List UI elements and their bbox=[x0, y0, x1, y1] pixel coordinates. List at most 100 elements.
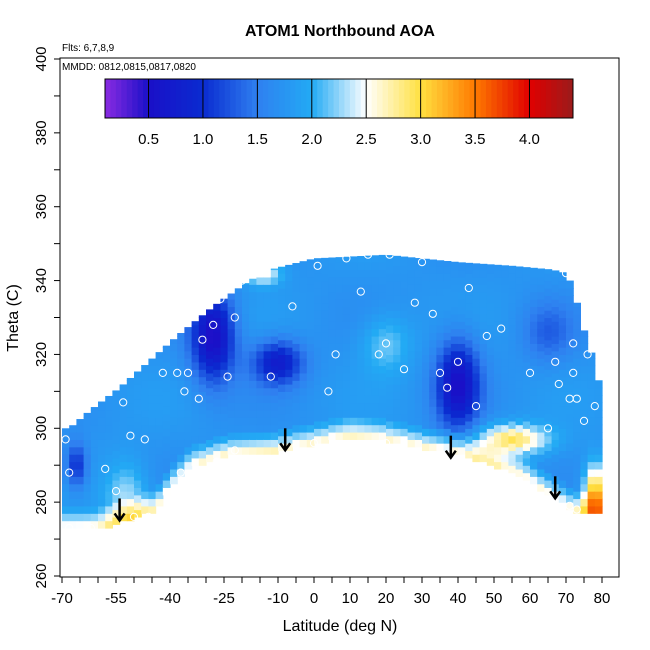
heatmap-cell bbox=[342, 372, 351, 381]
heatmap-cell bbox=[321, 295, 329, 304]
heatmap-cell bbox=[328, 372, 337, 381]
heatmap-cell bbox=[450, 365, 459, 374]
heatmap-cell bbox=[141, 461, 149, 470]
heatmap-cell bbox=[458, 284, 466, 293]
heatmap-cell bbox=[321, 265, 329, 274]
heatmap-cell bbox=[393, 302, 401, 311]
heatmap-cell bbox=[335, 380, 344, 389]
arrow bbox=[113, 498, 126, 523]
heatmap-cell bbox=[551, 276, 560, 285]
heatmap-cell bbox=[494, 380, 502, 389]
heatmap-cell bbox=[486, 428, 495, 437]
heatmap-cell bbox=[357, 417, 365, 426]
heatmap-cell bbox=[515, 335, 524, 344]
heatmap-cell bbox=[270, 424, 279, 433]
data-point bbox=[579, 416, 589, 425]
heatmap-cell bbox=[220, 435, 229, 444]
heatmap-cell bbox=[98, 446, 106, 455]
heatmap-cell bbox=[299, 343, 308, 352]
heatmap-cell bbox=[436, 339, 445, 348]
heatmap-cell bbox=[587, 446, 596, 455]
heatmap-cell bbox=[450, 313, 459, 322]
heatmap-cell bbox=[544, 443, 553, 452]
data-point bbox=[230, 313, 239, 322]
heatmap-cell bbox=[285, 383, 293, 392]
heatmap-cell bbox=[69, 476, 77, 485]
heatmap-cell bbox=[371, 365, 380, 374]
heatmap-cell bbox=[537, 365, 545, 374]
heatmap-cell bbox=[148, 491, 157, 500]
heatmap-cell bbox=[587, 358, 596, 367]
heatmap-cell bbox=[508, 295, 517, 304]
heatmap-cell bbox=[357, 328, 365, 337]
heatmap-cell bbox=[443, 273, 452, 282]
heatmap-cell bbox=[335, 313, 344, 322]
heatmap-cell bbox=[242, 328, 250, 337]
heatmap-cell bbox=[256, 446, 265, 455]
heatmap-cell bbox=[551, 395, 560, 404]
heatmap-cell bbox=[566, 472, 574, 481]
heatmap-cell bbox=[580, 505, 589, 514]
heatmap-cell bbox=[508, 435, 517, 444]
heatmap-cell bbox=[522, 383, 531, 392]
heatmap-cell bbox=[249, 395, 257, 404]
heatmap-cell bbox=[537, 461, 545, 470]
heatmap-cell bbox=[544, 269, 553, 274]
heatmap-cell bbox=[594, 417, 603, 426]
heatmap-cell bbox=[515, 328, 524, 337]
heatmap-cell bbox=[429, 354, 437, 363]
heatmap-cell bbox=[83, 412, 92, 418]
arrow bbox=[549, 476, 562, 501]
heatmap-cell bbox=[479, 380, 488, 389]
heatmap-cell bbox=[537, 328, 545, 337]
heatmap-cell bbox=[494, 461, 502, 470]
heatmap-cell bbox=[177, 350, 185, 359]
heatmap-cell bbox=[436, 383, 445, 392]
heatmap-cell bbox=[537, 431, 545, 440]
heatmap-cell bbox=[594, 409, 603, 418]
heatmap-cell bbox=[407, 257, 416, 263]
heatmap-cell bbox=[270, 439, 279, 448]
heatmap-cell bbox=[155, 409, 164, 418]
heatmap-cell bbox=[472, 306, 481, 315]
heatmap-cell bbox=[234, 395, 243, 404]
heatmap-cell bbox=[486, 391, 495, 400]
heatmap-cell bbox=[76, 468, 85, 477]
heatmap-cell bbox=[350, 372, 358, 381]
heatmap-cell bbox=[306, 402, 315, 411]
heatmap-cell bbox=[414, 365, 423, 374]
heatmap-cell bbox=[98, 468, 106, 477]
heatmap-cell bbox=[227, 424, 236, 433]
heatmap-cell bbox=[213, 347, 221, 356]
heatmap-cell bbox=[227, 409, 236, 418]
heatmap-cell bbox=[414, 387, 423, 396]
data-point bbox=[126, 431, 135, 440]
heatmap-cell bbox=[220, 339, 229, 348]
heatmap-cell bbox=[306, 321, 315, 330]
x-tick-label: 40 bbox=[450, 590, 467, 607]
heatmap-cell bbox=[587, 395, 596, 404]
heatmap-cell bbox=[148, 483, 157, 492]
heatmap-cell bbox=[270, 291, 279, 300]
heatmap-cell bbox=[501, 328, 509, 337]
heatmap-cell bbox=[393, 265, 401, 274]
heatmap-cell bbox=[69, 431, 77, 440]
colorbar-cell bbox=[105, 79, 111, 118]
heatmap-cell bbox=[422, 310, 430, 319]
heatmap-cell bbox=[407, 276, 416, 285]
heatmap-cell bbox=[508, 280, 517, 289]
colorbar-cell bbox=[257, 79, 264, 118]
heatmap-cell bbox=[465, 302, 473, 311]
heatmap-cell bbox=[450, 417, 459, 426]
heatmap-cell bbox=[472, 263, 481, 271]
heatmap-cell bbox=[530, 350, 538, 359]
heatmap-cell bbox=[558, 361, 567, 370]
heatmap-cell bbox=[566, 406, 574, 415]
heatmap-cell bbox=[206, 313, 214, 322]
heatmap-cell bbox=[184, 439, 193, 448]
heatmap-cell bbox=[429, 369, 437, 378]
heatmap-cell bbox=[558, 435, 567, 444]
heatmap-cell bbox=[184, 417, 193, 426]
heatmap-cell bbox=[587, 476, 596, 485]
heatmap-cell bbox=[227, 439, 236, 448]
